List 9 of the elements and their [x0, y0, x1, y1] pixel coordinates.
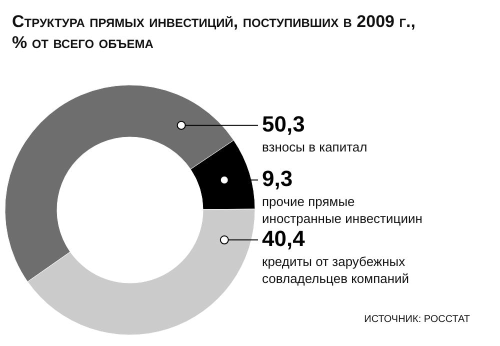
data-label: 50,3 — [262, 111, 305, 136]
chart-subtitle: % от всего объема — [12, 33, 154, 52]
slice-label: взносы в капитал — [262, 139, 368, 154]
text: ИСТОЧНИК: РОССТАТ — [364, 314, 470, 325]
slice-label: кредиты от зарубежных совладельцев компаний — [262, 254, 410, 286]
slice-label: прочие прямые иностранные инвестициин — [262, 194, 422, 226]
chart-title: Структура прямых инвестиций, поступивших в 2009 г., — [12, 12, 416, 31]
data-label: 9,3 — [262, 166, 293, 192]
data-label: 40,4 — [262, 226, 306, 251]
